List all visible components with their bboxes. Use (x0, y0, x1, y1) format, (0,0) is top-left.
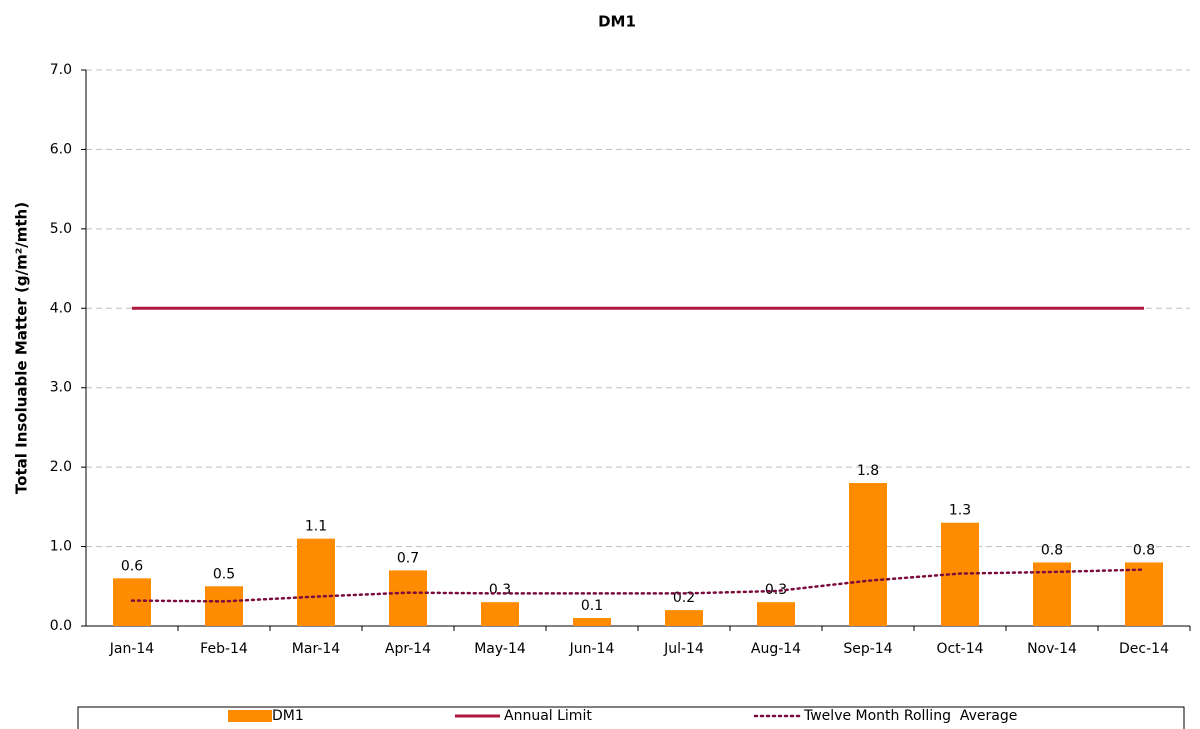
legend-label: DM1 (272, 708, 304, 724)
data-label: 0.7 (397, 550, 419, 566)
rolling-average-line (130, 568, 1146, 603)
bar (113, 578, 151, 626)
x-tick-label: Jan-14 (109, 641, 155, 657)
bar (665, 610, 703, 626)
data-label: 0.1 (581, 598, 603, 614)
x-tick-label: Dec-14 (1119, 641, 1169, 657)
x-tick-label: Feb-14 (200, 641, 248, 657)
x-tick-label: Aug-14 (751, 641, 801, 657)
x-tick-label: Jul-14 (663, 641, 704, 657)
bar (573, 618, 611, 626)
bar (1125, 562, 1163, 626)
data-label: 0.5 (213, 566, 235, 582)
y-tick-label: 3.0 (50, 380, 72, 396)
bar (849, 483, 887, 626)
data-label: 0.6 (121, 558, 143, 574)
legend-label: Twelve Month Rolling Average (803, 708, 1017, 724)
legend-box (77, 706, 1185, 729)
y-axis-label: Total Insoluable Matter (g/m²/mth) (13, 202, 31, 494)
y-tick-label: 4.0 (50, 300, 72, 316)
bar (481, 602, 519, 626)
y-tick-label: 1.0 (50, 539, 72, 555)
data-label: 0.3 (489, 582, 511, 598)
y-tick-label: 5.0 (50, 221, 72, 237)
x-tick-label: Jun-14 (569, 641, 615, 657)
data-label: 1.1 (305, 519, 327, 535)
y-tick-label: 0.0 (50, 618, 72, 634)
data-label: 1.8 (857, 463, 879, 479)
y-tick-label: 6.0 (50, 141, 72, 157)
x-tick-label: Sep-14 (843, 641, 892, 657)
y-tick-label: 2.0 (50, 459, 72, 475)
data-label: 0.8 (1133, 542, 1155, 558)
data-label: 1.3 (949, 503, 971, 519)
x-tick-label: Nov-14 (1027, 641, 1077, 657)
bar (389, 570, 427, 626)
chart-title: DM1 (598, 13, 636, 31)
x-tick-label: Mar-14 (292, 641, 340, 657)
bar (297, 538, 335, 626)
legend-swatch (228, 710, 272, 722)
legend-label: Annual Limit (504, 708, 592, 724)
bar (205, 586, 243, 626)
y-tick-label: 7.0 (50, 62, 72, 78)
x-tick-label: May-14 (474, 641, 526, 657)
data-label: 0.8 (1041, 542, 1063, 558)
x-tick-label: Oct-14 (936, 641, 983, 657)
x-tick-label: Apr-14 (385, 641, 431, 657)
bar (757, 602, 795, 626)
